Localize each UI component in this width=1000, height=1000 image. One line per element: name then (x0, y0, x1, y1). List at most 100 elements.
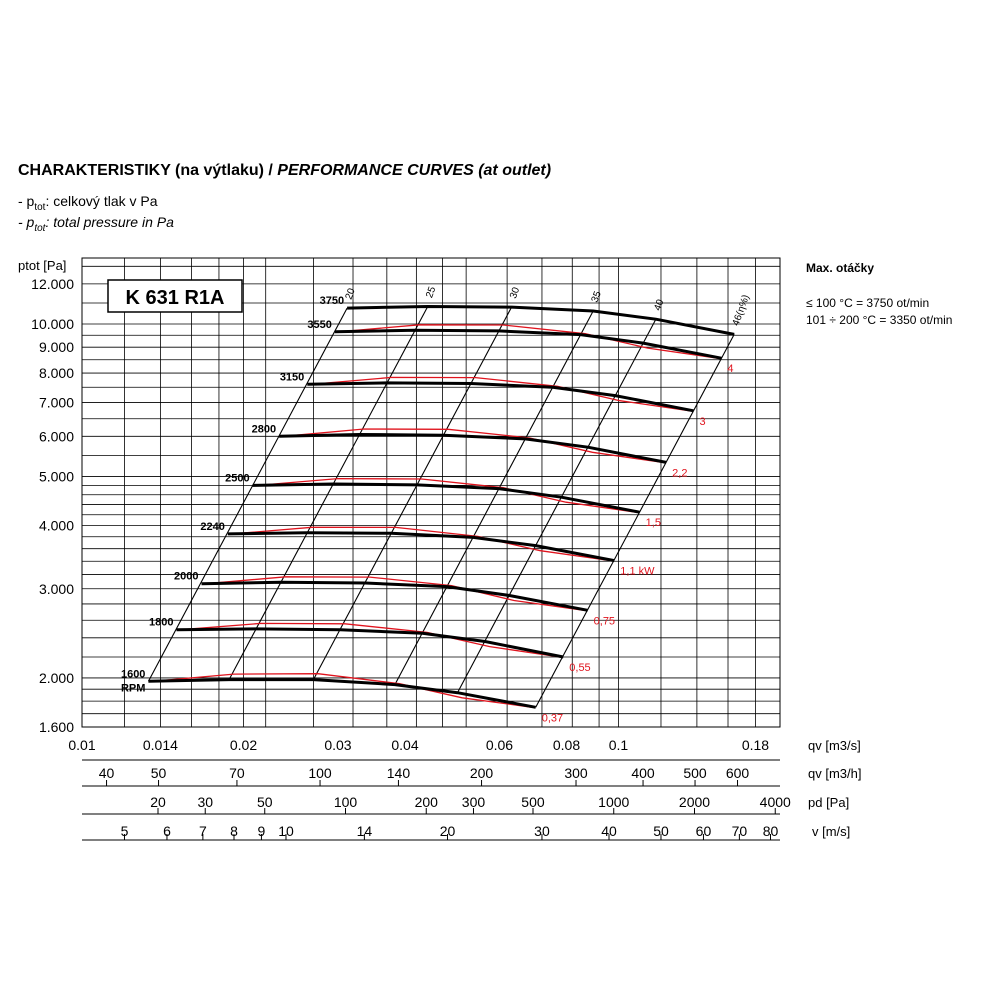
x-tick-label-m3s: 0.014 (143, 737, 178, 753)
max-rpm-line-1: ≤ 100 °C = 3750 ot/min (806, 296, 930, 310)
rpm-curve-2500 (252, 482, 640, 514)
legend-cz-prefix: - p (18, 193, 35, 209)
y-tick-label: 7.000 (39, 394, 74, 410)
x-tick-label-velocity: 6 (163, 823, 171, 839)
x-tick-label-pd: 2000 (679, 794, 710, 810)
x-tick-label-m3s: 0.01 (68, 737, 95, 753)
x-tick-label-velocity: 40 (601, 823, 617, 839)
legend-cz-text: : celkový tlak v Pa (45, 193, 158, 209)
rpm-label: 1600 (121, 668, 145, 680)
legend-en-prefix: - p (18, 214, 35, 230)
title-main: CHARAKTERISTIKY (na výtlaku) / (18, 162, 278, 179)
rpm-label: 3150 (280, 371, 304, 383)
x-tick-label-m3h: 50 (151, 765, 167, 781)
x-tick-label-velocity: 9 (258, 823, 266, 839)
x-tick-label-m3h: 40 (99, 765, 115, 781)
x-tick-label-velocity: 5 (121, 823, 129, 839)
legend-english: - ptot: total pressure in Pa (18, 214, 174, 234)
power-curve (232, 526, 611, 562)
power-label: 0,55 (569, 662, 590, 674)
x-tick-label-m3h: 140 (387, 765, 411, 781)
rpm-curve-2800 (279, 432, 667, 464)
x-tick-label-velocity: 20 (440, 823, 456, 839)
rpm-label: 3550 (307, 319, 331, 331)
x-tick-label-velocity: 80 (763, 823, 779, 839)
x-tick-label-m3s: 0.04 (391, 737, 418, 753)
efficiency-line (394, 310, 594, 685)
power-curve (181, 622, 560, 658)
efficiency-line (228, 306, 429, 680)
rpm-curve-2000 (201, 580, 588, 612)
rpm-label: 2800 (252, 423, 276, 435)
legend-czech: - ptot: celkový tlak v Pa (18, 193, 158, 213)
efficiency-label: 20 (344, 286, 358, 301)
model-label: K 631 R1A (126, 287, 225, 309)
efficiency-line (312, 306, 513, 680)
power-label: 4 (727, 363, 733, 375)
y-tick-label: 2.000 (39, 670, 74, 686)
efficiency-label: 25 (424, 285, 438, 300)
x-tick-label-pd: 1000 (598, 794, 629, 810)
title-italic: PERFORMANCE CURVES (at outlet) (277, 162, 552, 179)
power-curve (153, 673, 533, 708)
x-tick-label-velocity: 30 (534, 823, 550, 839)
x-tick-label-pd: 500 (521, 794, 545, 810)
y-tick-label: 4.000 (39, 517, 74, 533)
x-tick-label-m3h: 500 (683, 765, 707, 781)
power-label: 3 (700, 416, 706, 428)
power-label: 1,5 (646, 517, 661, 529)
y-tick-label: 12.000 (31, 276, 74, 292)
x-tick-label-m3h: 100 (308, 765, 332, 781)
efficiency-line (147, 307, 348, 682)
rpm-label: 2240 (200, 521, 224, 533)
y-axis-label: ptot [Pa] (18, 258, 66, 273)
x-axis-unit-m3s: qv [m3/s] (808, 738, 861, 753)
rpm-curve-1600 (148, 678, 536, 709)
power-label: 0,37 (542, 712, 563, 724)
efficiency-label: 35 (590, 289, 604, 304)
power-label: 2,2 (672, 467, 687, 479)
x-tick-label-pd: 200 (415, 794, 439, 810)
x-tick-label-velocity: 60 (696, 823, 712, 839)
x-tick-label-pd: 4000 (760, 794, 791, 810)
rpm-label: 1800 (149, 617, 173, 629)
power-label: 0,75 (594, 615, 615, 627)
x-tick-label-pd: 100 (334, 794, 358, 810)
x-tick-label-velocity: 50 (653, 823, 669, 839)
x-tick-label-velocity: 7 (199, 823, 207, 839)
x-tick-label-m3s: 0.18 (742, 737, 769, 753)
rpm-curve-3750 (347, 304, 735, 336)
x-tick-label-m3h: 600 (726, 765, 750, 781)
rpm-label: 2500 (225, 472, 249, 484)
efficiency-label: 30 (508, 285, 522, 300)
y-tick-label: 9.000 (39, 339, 74, 355)
chart-title: CHARAKTERISTIKY (na výtlaku) / PERFORMAN… (18, 162, 551, 180)
x-tick-label-m3h: 200 (470, 765, 494, 781)
x-tick-label-m3h: 400 (631, 765, 655, 781)
rpm-curve-3550 (334, 328, 722, 360)
rpm-label: 3750 (320, 295, 344, 307)
x-tick-label-m3s: 0.08 (553, 737, 580, 753)
x-tick-label-velocity: 10 (278, 823, 294, 839)
x-axis-unit-m3h: qv [m3/h] (808, 766, 861, 781)
x-tick-label-m3h: 300 (564, 765, 588, 781)
x-tick-label-velocity: 14 (357, 823, 373, 839)
efficiency-label: 40 (652, 298, 666, 313)
plot-frame (81, 257, 781, 728)
power-curve (206, 576, 585, 611)
x-tick-label-pd: 20 (150, 794, 166, 810)
y-tick-label: 3.000 (39, 581, 74, 597)
legend-en-text: : total pressure in Pa (45, 214, 174, 230)
y-tick-label: 6.000 (39, 428, 74, 444)
efficiency-line (535, 334, 735, 708)
x-tick-label-pd: 300 (462, 794, 486, 810)
x-tick-label-m3h: 70 (229, 765, 245, 781)
y-tick-label: 8.000 (39, 365, 74, 381)
x-tick-label-pd: 30 (197, 794, 213, 810)
rpm-curve-1800 (176, 627, 564, 659)
model-label-box (107, 279, 243, 313)
power-label: 1,1 kW (620, 566, 655, 578)
x-tick-label-m3s: 0.03 (324, 737, 351, 753)
x-tick-label-m3s: 0.1 (609, 737, 629, 753)
